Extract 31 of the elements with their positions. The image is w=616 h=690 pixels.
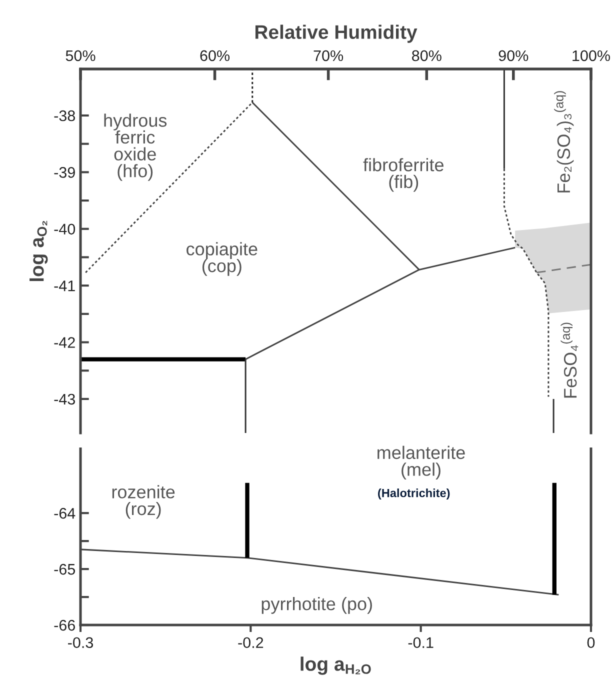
x-tick-label: -0.2 [238, 637, 264, 648]
x-tick-label: -0.1 [408, 637, 434, 648]
annotation: pyrrhotite (po) [262, 597, 372, 614]
annotation: fibroferrite (fib) [363, 158, 444, 192]
x2-tick-label: 90% [498, 50, 528, 62]
y-axis-title: log a$_{O₂}$ [30, 220, 48, 282]
annotation: Fe₂(SO₄)₃$^{(aq)}$ [554, 91, 574, 192]
x-tick-label: -0.3 [68, 637, 94, 648]
y-tick-label: -39 [54, 167, 75, 178]
x-tick-label: 0 [587, 637, 595, 648]
y-tick-label: -65 [54, 564, 76, 575]
annotation: hydrous ferric oxide (hfo) [104, 114, 167, 181]
x2-tick-label: 100% [572, 50, 610, 62]
y-tick-label: -40 [54, 224, 76, 235]
y-tick-label: -41 [54, 280, 75, 292]
y-tick-label: -64 [54, 508, 76, 519]
y-tick-label: -38 [54, 110, 75, 122]
x2-tick-label: 70% [314, 50, 344, 62]
y-tick-label: -42 [54, 337, 75, 348]
annotation: (Halotrichite) [378, 488, 450, 500]
annotation: copiapite (cop) [186, 242, 258, 276]
x-axis-title: log a$_{H₂O}$ [300, 656, 371, 675]
x2-tick-label: 50% [66, 50, 96, 62]
x2-tick-label: 80% [412, 50, 442, 62]
annotation: rozenite (roz) [112, 485, 175, 519]
annotation: melanterite (mel) [378, 446, 465, 480]
y-tick-label: -43 [54, 394, 75, 405]
x2-tick-label: 60% [200, 50, 230, 62]
y-tick-label: -66 [54, 620, 75, 631]
x2-axis-title: Relative Humidity [255, 24, 418, 43]
annotation: FeSO₄$^{(aq)}$ [560, 322, 578, 398]
